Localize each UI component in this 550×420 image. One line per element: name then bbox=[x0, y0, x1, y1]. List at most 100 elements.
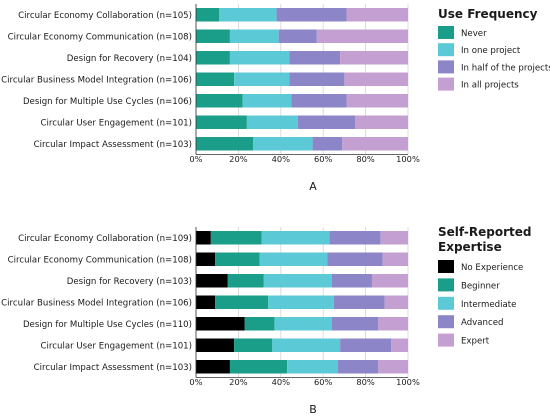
bar-segment-in-all-projects bbox=[346, 94, 408, 108]
bar-segment-intermediate bbox=[268, 295, 334, 309]
category-label: Circular Business Model Integration (n=1… bbox=[1, 298, 192, 308]
bar-segment-expert bbox=[371, 274, 408, 288]
category-label: Circular Economy Communication (n=108) bbox=[8, 32, 192, 42]
bar-segment-beginner bbox=[215, 252, 260, 266]
bar-segment-in-all-projects bbox=[344, 72, 408, 86]
bar-segment-in-all-projects bbox=[342, 137, 408, 151]
x-tick-label: 0% bbox=[189, 377, 202, 387]
bar-segment-never bbox=[196, 115, 247, 129]
x-tick-label: 0% bbox=[189, 154, 202, 164]
bar-segment-in-one-project bbox=[234, 72, 290, 86]
bar-segment-expert bbox=[382, 252, 408, 266]
bar-segment-beginner bbox=[227, 274, 264, 288]
bar-segment-in-one-project bbox=[242, 94, 292, 108]
x-tick-label: 100% bbox=[396, 154, 420, 164]
panel-label: B bbox=[309, 403, 317, 416]
legend-swatch bbox=[438, 260, 454, 273]
bar-segment-never bbox=[196, 51, 230, 65]
bar-segment-no-experience bbox=[196, 338, 235, 352]
category-label: Design for Multiple Use Cycles (n=106) bbox=[23, 97, 192, 107]
bar-segment-no-experience bbox=[196, 317, 245, 331]
bar-segment-advanced bbox=[329, 231, 381, 245]
bar-segment-expert bbox=[380, 231, 408, 245]
bar-segment-in-half-of-the-projects bbox=[278, 29, 317, 43]
bar-segment-expert bbox=[391, 338, 408, 352]
bar-segment-in-half-of-the-projects bbox=[297, 115, 355, 129]
legend-title: Use Frequency bbox=[438, 7, 538, 21]
bar-segment-never bbox=[196, 137, 254, 151]
bar-segment-no-experience bbox=[196, 360, 230, 374]
bar-segment-no-experience bbox=[196, 274, 228, 288]
bar-segment-in-half-of-the-projects bbox=[276, 8, 347, 22]
legend-label: Never bbox=[461, 29, 487, 39]
bar-segment-never bbox=[196, 94, 243, 108]
bar-segment-in-half-of-the-projects bbox=[291, 94, 347, 108]
bar-segment-in-all-projects bbox=[346, 8, 408, 22]
bar-segment-in-all-projects bbox=[340, 51, 408, 65]
bar-segment-no-experience bbox=[196, 252, 216, 266]
bar-segment-in-one-project bbox=[229, 51, 290, 65]
category-label: Circular User Engagement (n=101) bbox=[41, 118, 192, 128]
legend-swatch bbox=[438, 26, 454, 39]
legend-swatch bbox=[438, 315, 454, 329]
bar-segment-no-experience bbox=[196, 231, 211, 245]
category-label: Circular Economy Collaboration (n=105) bbox=[18, 11, 192, 21]
bar-segment-advanced bbox=[333, 295, 385, 309]
legend-swatch bbox=[438, 60, 454, 74]
legend-label: In one project bbox=[461, 46, 521, 56]
category-label: Circular Impact Assessment (n=103) bbox=[34, 363, 192, 373]
bar-segment-beginner bbox=[234, 338, 273, 352]
x-tick-label: 80% bbox=[356, 377, 375, 387]
legend-swatch bbox=[438, 278, 454, 292]
category-label: Circular Economy Communication (n=108) bbox=[8, 255, 192, 265]
category-label: Circular User Engagement (n=101) bbox=[41, 341, 192, 351]
bar-segment-expert bbox=[378, 317, 408, 331]
legend-label: Expert bbox=[461, 337, 490, 347]
legend-swatch bbox=[438, 77, 454, 91]
legend-title: Expertise bbox=[438, 240, 502, 254]
bar-segment-advanced bbox=[331, 317, 379, 331]
category-label: Circular Impact Assessment (n=103) bbox=[34, 140, 192, 150]
bar-segment-beginner bbox=[244, 317, 275, 331]
bar-segment-in-half-of-the-projects bbox=[289, 72, 345, 86]
bar-segment-advanced bbox=[327, 252, 383, 266]
bar-segment-never bbox=[196, 8, 220, 22]
bar-segment-beginner bbox=[215, 295, 269, 309]
category-label: Design for Multiple Use Cycles (n=110) bbox=[23, 320, 192, 330]
bar-segment-intermediate bbox=[261, 231, 330, 245]
panel-label: A bbox=[309, 180, 317, 193]
legend-label: In half of the projects bbox=[461, 63, 550, 73]
bar-segment-in-half-of-the-projects bbox=[289, 51, 341, 65]
x-tick-label: 60% bbox=[314, 154, 333, 164]
x-tick-label: 60% bbox=[314, 377, 333, 387]
x-tick-label: 40% bbox=[272, 377, 291, 387]
bar-segment-intermediate bbox=[272, 338, 341, 352]
bar-segment-beginner bbox=[229, 360, 288, 374]
category-label: Circular Business Model Integration (n=1… bbox=[1, 75, 192, 85]
legend-swatch bbox=[438, 43, 454, 57]
bar-segment-intermediate bbox=[259, 252, 328, 266]
x-tick-label: 40% bbox=[272, 154, 291, 164]
bar-segment-in-half-of-the-projects bbox=[312, 137, 343, 151]
bar-segment-advanced bbox=[338, 360, 379, 374]
bar-segment-never bbox=[196, 29, 230, 43]
legend-label: No Experience bbox=[461, 263, 523, 273]
bar-segment-in-one-project bbox=[229, 29, 279, 43]
legend-title: Self-Reported bbox=[438, 225, 531, 239]
legend-label: Intermediate bbox=[461, 300, 516, 310]
bar-segment-in-one-project bbox=[219, 8, 277, 22]
bar-segment-in-one-project bbox=[253, 137, 313, 151]
legend-swatch bbox=[438, 333, 454, 347]
legend-label: Advanced bbox=[461, 318, 503, 328]
category-label: Circular Economy Collaboration (n=109) bbox=[18, 234, 192, 244]
category-label: Design for Recovery (n=103) bbox=[67, 277, 192, 287]
bar-segment-no-experience bbox=[196, 295, 216, 309]
bar-segment-intermediate bbox=[274, 317, 332, 331]
x-tick-label: 20% bbox=[229, 154, 248, 164]
bar-segment-in-all-projects bbox=[355, 115, 408, 129]
bar-segment-never bbox=[196, 72, 235, 86]
category-label: Design for Recovery (n=104) bbox=[67, 54, 192, 64]
legend-swatch bbox=[438, 296, 454, 310]
bar-segment-advanced bbox=[340, 338, 392, 352]
